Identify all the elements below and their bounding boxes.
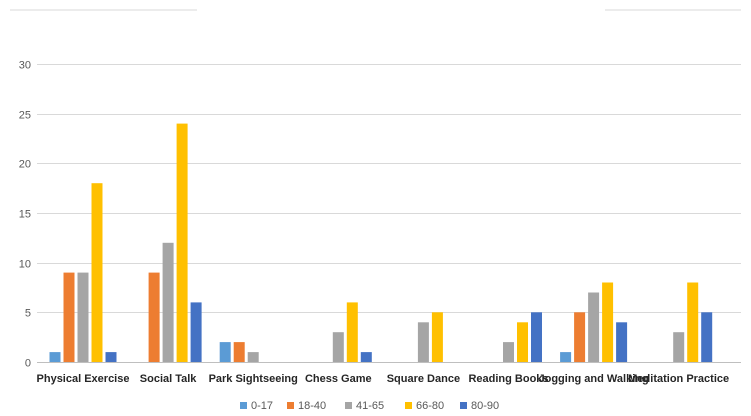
bar-0-17-park-sightseeing bbox=[219, 342, 231, 362]
y-axis-ticks: 0 5 10 15 20 25 30 bbox=[19, 60, 31, 370]
bar-80-90-meditation-practice bbox=[701, 312, 713, 362]
legend-label: 66-80 bbox=[416, 400, 444, 412]
y-tick-label: 5 bbox=[25, 308, 31, 320]
bar-0-17-physical-exercise bbox=[49, 352, 61, 362]
legend-swatch-66-80 bbox=[405, 402, 412, 409]
bar-41-65-reading-books bbox=[503, 342, 514, 362]
bar-66-80-physical-exercise bbox=[91, 183, 103, 362]
bar-41-65-jogging-and-walking bbox=[588, 292, 600, 362]
y-tick-label: 20 bbox=[19, 159, 31, 171]
bar-80-90-chess-game bbox=[360, 352, 372, 362]
bar-41-65-meditation-practice bbox=[673, 332, 685, 362]
gridlines bbox=[37, 64, 741, 363]
legend-swatch-18-40 bbox=[287, 402, 294, 409]
bar-18-40-social-talk bbox=[148, 272, 160, 362]
bar-41-65-social-talk bbox=[162, 242, 174, 362]
bar-80-90-social-talk bbox=[190, 302, 202, 362]
x-axis-category-labels: Physical Exercise Social Talk Park Sightse… bbox=[37, 373, 730, 385]
x-category-label: Park Sightseeing bbox=[209, 373, 298, 385]
bar-18-40-jogging-and-walking bbox=[574, 312, 586, 362]
y-tick-label: 30 bbox=[19, 60, 31, 72]
x-category-label: Social Talk bbox=[140, 373, 198, 385]
bar-41-65-chess-game bbox=[332, 332, 344, 362]
x-category-label: Chess Game bbox=[305, 373, 372, 385]
bar-66-80-social-talk bbox=[176, 123, 188, 362]
bar-41-65-square-dance bbox=[417, 322, 429, 362]
x-category-label: Square Dance bbox=[387, 373, 460, 385]
legend: 0-17 18-40 41-65 66-80 80-90 bbox=[240, 400, 499, 412]
legend-swatch-80-90 bbox=[460, 402, 467, 409]
legend-label: 0-17 bbox=[251, 400, 273, 412]
y-tick-label: 0 bbox=[25, 358, 31, 370]
bar-66-80-square-dance bbox=[431, 312, 443, 362]
legend-swatch-0-17 bbox=[240, 402, 247, 409]
bar-66-80-meditation-practice bbox=[687, 282, 699, 362]
legend-swatch-41-65 bbox=[345, 402, 352, 409]
bar-41-65-park-sightseeing bbox=[247, 352, 259, 362]
x-category-label: Physical Exercise bbox=[37, 373, 130, 385]
bar-18-40-physical-exercise bbox=[63, 272, 75, 362]
x-category-label: Jogging and Walking bbox=[538, 373, 648, 385]
bar-80-90-physical-exercise bbox=[105, 352, 117, 362]
bar-66-80-chess-game bbox=[346, 302, 358, 362]
bar-66-80-jogging-and-walking bbox=[602, 282, 614, 362]
x-category-label: Reading Books bbox=[468, 373, 548, 385]
bar-0-17-jogging-and-walking bbox=[560, 352, 572, 362]
y-tick-label: 10 bbox=[19, 259, 31, 271]
legend-label: 41-65 bbox=[356, 400, 384, 412]
legend-label: 18-40 bbox=[298, 400, 326, 412]
bars bbox=[49, 123, 713, 362]
x-category-label: Meditation Practice bbox=[628, 373, 729, 385]
bar-80-90-jogging-and-walking bbox=[616, 322, 628, 362]
bar-41-65-physical-exercise bbox=[77, 272, 89, 362]
bar-80-90-reading-books bbox=[531, 312, 542, 362]
legend-label: 80-90 bbox=[471, 400, 499, 412]
bar-18-40-park-sightseeing bbox=[233, 342, 245, 362]
y-tick-label: 25 bbox=[19, 110, 31, 122]
y-tick-label: 15 bbox=[19, 209, 31, 221]
bar-66-80-reading-books bbox=[517, 322, 528, 362]
